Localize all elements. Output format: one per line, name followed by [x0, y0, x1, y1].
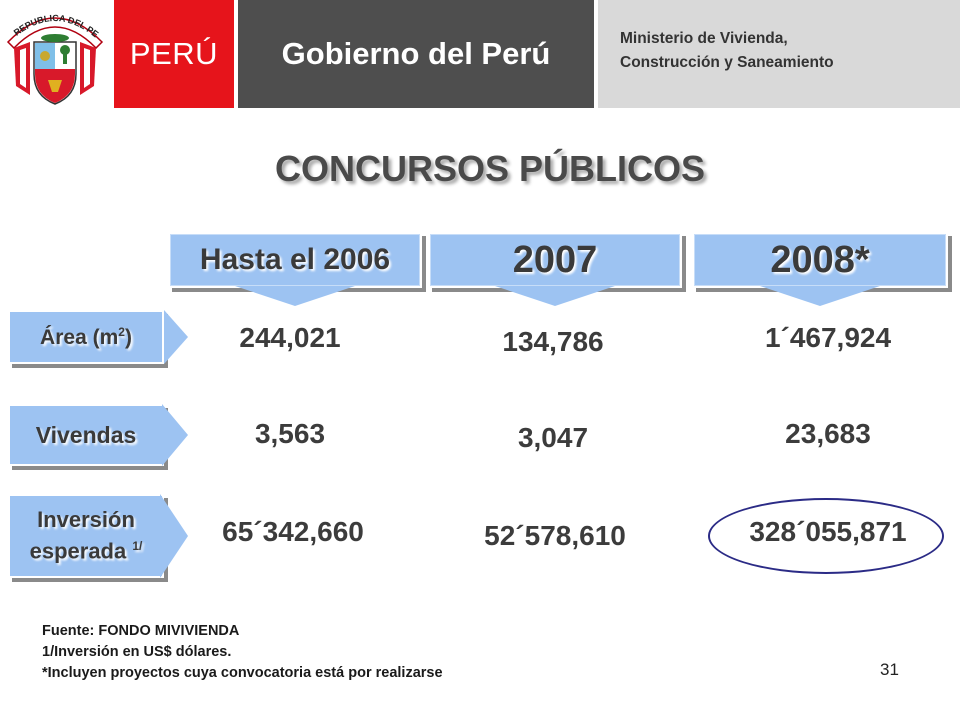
page-number: 31 [880, 660, 899, 679]
footnote-source: Fuente: FONDO MIVIVIENDA [42, 623, 240, 639]
value-area-2008: 1´467,924 [764, 322, 892, 353]
footnotes: Fuente: FONDO MIVIVIENDA 1/Inversión en … [42, 621, 443, 684]
column-pointer [235, 286, 355, 306]
value-vivendas-2006: 3,563 [254, 418, 326, 449]
value-vivendas-2008: 23,683 [785, 418, 871, 449]
page-title: CONCURSOS PÚBLICOS [274, 148, 706, 189]
row-label-text: Área (m2) [40, 324, 132, 349]
coat-of-arms-logo: REPUBLICA DEL PERU [0, 0, 110, 110]
value-area-2007: 134,786 [502, 326, 604, 357]
row-arrow [162, 404, 188, 466]
column-header-2007: 2007 [428, 232, 682, 306]
header-bar: REPUBLICA DEL PERU PERÚ Gobierno del Per… [0, 0, 960, 110]
column-header-label: Hasta el 2006 [199, 243, 391, 276]
column-header-2006: Hasta el 2006 [168, 232, 422, 306]
value-vivendas-2007: 3,047 [517, 422, 589, 453]
peru-brand-box: PERÚ [114, 0, 234, 108]
footnote-currency: 1/Inversión en US$ dólares. [42, 644, 232, 660]
column-header-label: 2008* [770, 238, 870, 281]
value-inversion-2006: 65´342,660 [222, 516, 364, 547]
gobierno-brand-box: Gobierno del Perú [238, 0, 594, 108]
row-arrow [160, 494, 188, 578]
value-area-2006: 244,021 [239, 322, 341, 353]
column-pointer [760, 286, 880, 306]
highlight-ellipse [708, 498, 944, 574]
value-inversion-2007: 52´578,610 [484, 520, 626, 551]
row-label-vivendas: Vivendas [8, 404, 188, 466]
gobierno-label: Gobierno del Perú [281, 36, 551, 71]
row-label-line-1: Inversión [37, 507, 135, 533]
ministerio-line-1: Ministerio de Vivienda, [620, 30, 788, 47]
ministerio-box: Ministerio de Vivienda, Construcción y S… [598, 0, 960, 108]
ministerio-line-2: Construcción y Saneamiento [620, 54, 834, 71]
row-label-text: Vivendas [35, 421, 137, 448]
column-header-2008: 2008* [692, 232, 948, 306]
footnote-asterisk: *Incluyen proyectos cuya convocatoria es… [42, 665, 443, 681]
column-pointer [495, 286, 615, 306]
row-label-inversion: Inversión esperada 1/ [8, 494, 188, 578]
row-arrow [164, 310, 188, 364]
peru-label: PERÚ [129, 36, 219, 71]
row-label-line-2: esperada 1/ [29, 538, 143, 564]
row-label-area: Área (m2) [8, 310, 188, 364]
column-header-label: 2007 [512, 238, 598, 281]
